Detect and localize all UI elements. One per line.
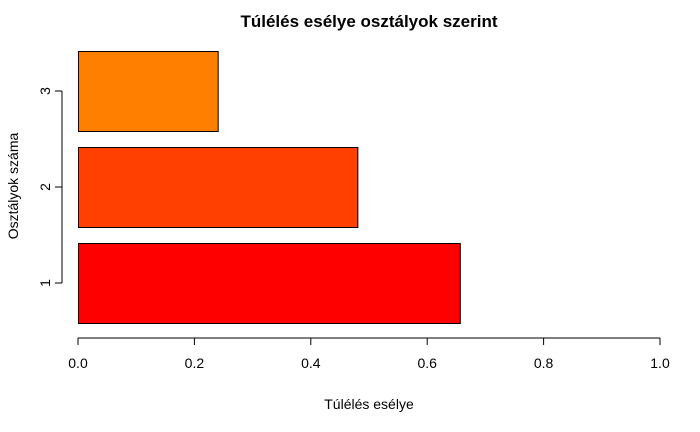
y-axis: 1 2 3 (37, 87, 63, 287)
bars-group (78, 51, 461, 324)
bar-3 (78, 51, 219, 132)
y-tick-label-2: 2 (37, 183, 53, 191)
y-tick-label-3: 3 (37, 87, 53, 95)
bar-1 (78, 243, 461, 324)
x-tick-label-5: 1.0 (650, 355, 670, 371)
x-axis-label: Túlélés esélye (324, 396, 414, 412)
y-tick-label-1: 1 (37, 279, 53, 287)
x-tick-label-4: 0.8 (534, 355, 554, 371)
x-tick-label-3: 0.6 (417, 355, 437, 371)
y-axis-label: Osztályok száma (5, 132, 21, 239)
x-tick-label-2: 0.4 (301, 355, 321, 371)
chart-title: Túlélés esélye osztályok szerint (240, 12, 497, 31)
x-tick-label-0: 0.0 (68, 355, 88, 371)
bar-2 (78, 147, 359, 228)
x-tick-label-1: 0.2 (185, 355, 205, 371)
x-axis: 0.0 0.2 0.4 0.6 0.8 1.0 (68, 337, 670, 371)
